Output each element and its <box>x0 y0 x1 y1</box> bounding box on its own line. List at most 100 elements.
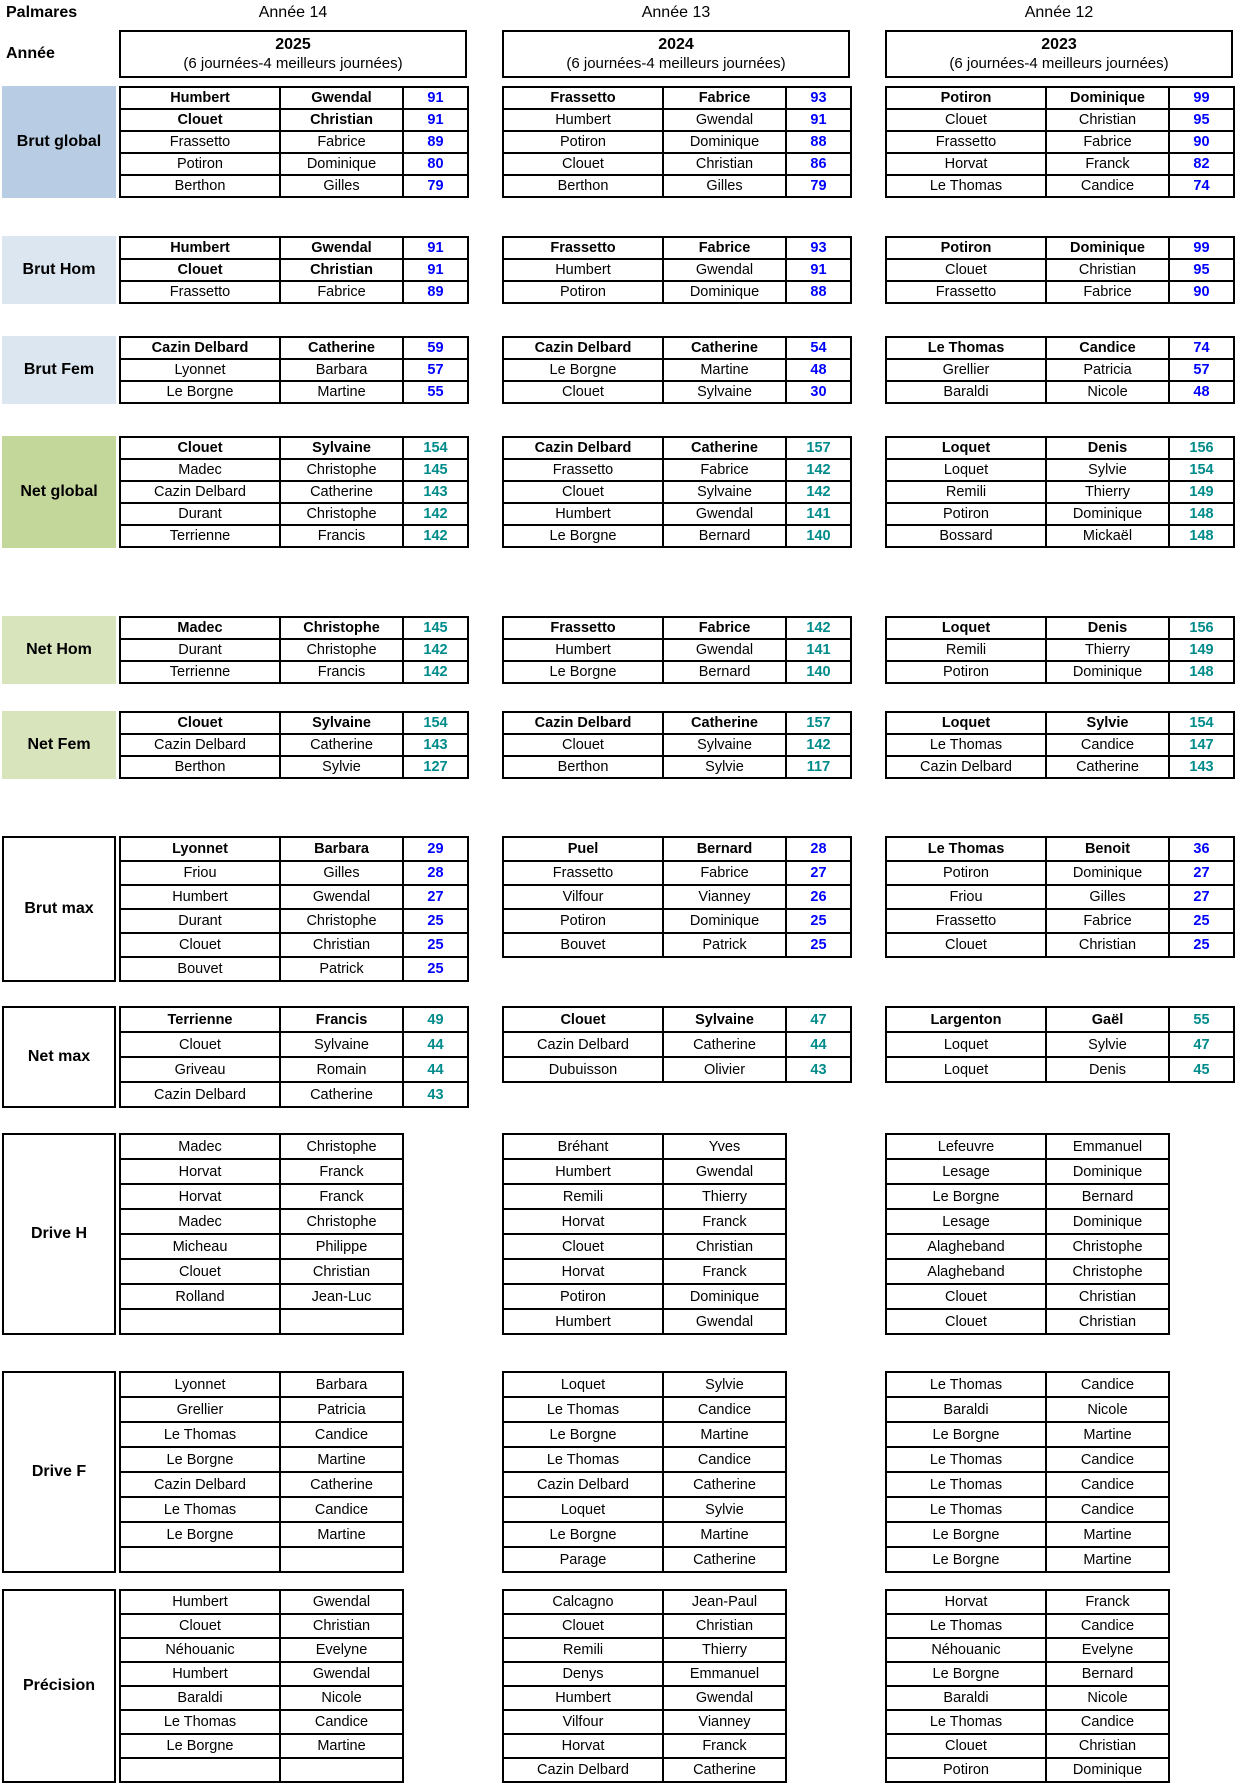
cell-first-name: Martine <box>279 1446 404 1473</box>
table-net-hom-2024: Frassetto Fabrice 142 Humbert Gwendal 141 Le B… <box>502 616 852 684</box>
cell-score: 142 <box>402 502 469 526</box>
table-row: Le Thomas Benoit 36 <box>885 836 1235 862</box>
cell-score: 30 <box>785 380 852 404</box>
cell-score: 88 <box>785 280 852 304</box>
cell-score: 25 <box>402 908 469 934</box>
cell-first-name: Gilles <box>662 174 787 198</box>
cell-last-name: Bouvet <box>119 956 281 982</box>
table-row: Bouvet Patrick 25 <box>119 956 469 982</box>
cell-first-name: Gwendal <box>662 258 787 282</box>
cell-score: 49 <box>402 1006 469 1033</box>
cell-first-name: Nicole <box>1045 1396 1170 1423</box>
cell-first-name: Yves <box>662 1133 787 1160</box>
table-row: Lyonnet Barbara 29 <box>119 836 469 862</box>
cell-score: 57 <box>402 358 469 382</box>
cell-last-name: Horvat <box>885 1589 1047 1615</box>
table-row: Potiron Dominique <box>502 1283 787 1310</box>
cell-last-name: Cazin Delbard <box>502 1757 664 1783</box>
table-row: Humbert Gwendal 27 <box>119 884 469 910</box>
table-row: Le Thomas Candice <box>885 1613 1170 1639</box>
table-net-global-2024: Cazin Delbard Catherine 157 Frassetto Fabric… <box>502 436 852 548</box>
table-row: Remili Thierry 149 <box>885 480 1235 504</box>
cell-first-name: Jean-Luc <box>279 1283 404 1310</box>
cell-score: 43 <box>402 1081 469 1108</box>
table-row: Potiron Dominique 99 <box>885 86 1235 110</box>
cell-first-name: Patricia <box>279 1396 404 1423</box>
table-row: Humbert Gwendal 91 <box>119 86 469 110</box>
cell-last-name: Potiron <box>885 660 1047 684</box>
table-row: Micheau Philippe <box>119 1233 404 1260</box>
table-row: Grellier Patricia 57 <box>885 358 1235 382</box>
cell-last-name: Le Borgne <box>885 1546 1047 1573</box>
cell-score: 36 <box>1168 836 1235 862</box>
cell-first-name: Denis <box>1045 616 1170 640</box>
cell-first-name: Christian <box>279 932 404 958</box>
table-row: Clouet Christian <box>885 1733 1170 1759</box>
cell-last-name: Largenton <box>885 1006 1047 1033</box>
table-row: Clouet Christian <box>119 1613 404 1639</box>
cell-first-name: Franck <box>1045 1589 1170 1615</box>
cell-last-name: Alagheband <box>885 1233 1047 1260</box>
table-row: Cazin Delbard Catherine 157 <box>502 436 852 460</box>
table-row: Clouet Sylvaine 142 <box>502 480 852 504</box>
cell-first-name: Christophe <box>279 1133 404 1160</box>
table-row: Cazin Delbard Catherine 44 <box>502 1031 852 1058</box>
table-row: Clouet Christian 86 <box>502 152 852 176</box>
table-row: Frassetto Fabrice 90 <box>885 130 1235 154</box>
cell-first-name: Christian <box>662 1613 787 1639</box>
cell-first-name: Sylvie <box>662 1371 787 1398</box>
cell-first-name: Candice <box>279 1421 404 1448</box>
cell-first-name: Christian <box>1045 932 1170 958</box>
cell-first-name: Fabrice <box>662 236 787 260</box>
cell-score: 27 <box>785 860 852 886</box>
section-net-hom: Net Hom Madec Christophe 145 Durant Christoph… <box>2 616 1251 684</box>
cell-first-name: Candice <box>1045 1446 1170 1473</box>
cell-last-name: Micheau <box>119 1233 281 1260</box>
cell-score: 89 <box>402 130 469 154</box>
table-row: Lesage Dominique <box>885 1158 1170 1185</box>
cell-first-name: Mickaël <box>1045 524 1170 548</box>
group-header-annee-12: Année 12 <box>1024 4 1094 21</box>
cell-first-name: Franck <box>279 1158 404 1185</box>
cell-last-name: Le Borgne <box>119 1521 281 1548</box>
cell-first-name: Vianney <box>662 884 787 910</box>
table-row: Alagheband Christophe <box>885 1258 1170 1285</box>
cell-last-name: Le Thomas <box>885 1613 1047 1639</box>
cell-last-name: Calcagno <box>502 1589 664 1615</box>
table-row: Potiron Dominique 99 <box>885 236 1235 260</box>
table-row: Le Thomas Candice <box>885 1496 1170 1523</box>
cell-score: 44 <box>785 1031 852 1058</box>
cell-first-name: Emmanuel <box>1045 1133 1170 1160</box>
cell-first-name: Thierry <box>662 1183 787 1210</box>
table-brut-max-2024: Puel Bernard 28 Frassetto Fabrice 27 Vilfour Vi… <box>502 836 852 958</box>
cell-score: 44 <box>402 1056 469 1083</box>
cell-last-name: Lefeuvre <box>885 1133 1047 1160</box>
table-drive-f-2024: Loquet Sylvie Le Thomas Candice Le Borgne Mar… <box>502 1371 787 1573</box>
table-row: Loquet Sylvie <box>502 1496 787 1523</box>
cell-last-name: Clouet <box>885 932 1047 958</box>
cell-score: 79 <box>402 174 469 198</box>
cell-score: 141 <box>785 502 852 526</box>
cell-last-name: Rolland <box>119 1283 281 1310</box>
cell-last-name: Clouet <box>885 1308 1047 1335</box>
table-brut-global-2023: Potiron Dominique 99 Clouet Christian 95 Frass… <box>885 86 1235 198</box>
cell-last-name: Potiron <box>885 86 1047 110</box>
cell-first-name: Patricia <box>1045 358 1170 382</box>
cell-last-name: Le Thomas <box>885 336 1047 360</box>
cell-last-name: Frassetto <box>885 130 1047 154</box>
cell-first-name: Christian <box>279 1258 404 1285</box>
cell-last-name: Le Thomas <box>885 1709 1047 1735</box>
cell-score: 154 <box>402 436 469 460</box>
cell-score: 93 <box>785 86 852 110</box>
table-row: Horvat Franck <box>502 1733 787 1759</box>
group-header-annee-13: Année 13 <box>641 4 711 21</box>
year-note: (6 journées-4 meilleurs journées) <box>183 54 403 72</box>
table-row: Loquet Sylvie 154 <box>885 711 1235 735</box>
cell-last-name: Horvat <box>885 152 1047 176</box>
cell-last-name: Humbert <box>119 1589 281 1615</box>
cell-last-name: Denys <box>502 1661 664 1687</box>
table-row: Denys Emmanuel <box>502 1661 787 1687</box>
cell-first-name: Gwendal <box>662 638 787 662</box>
table-row: Baraldi Nicole <box>119 1685 404 1711</box>
